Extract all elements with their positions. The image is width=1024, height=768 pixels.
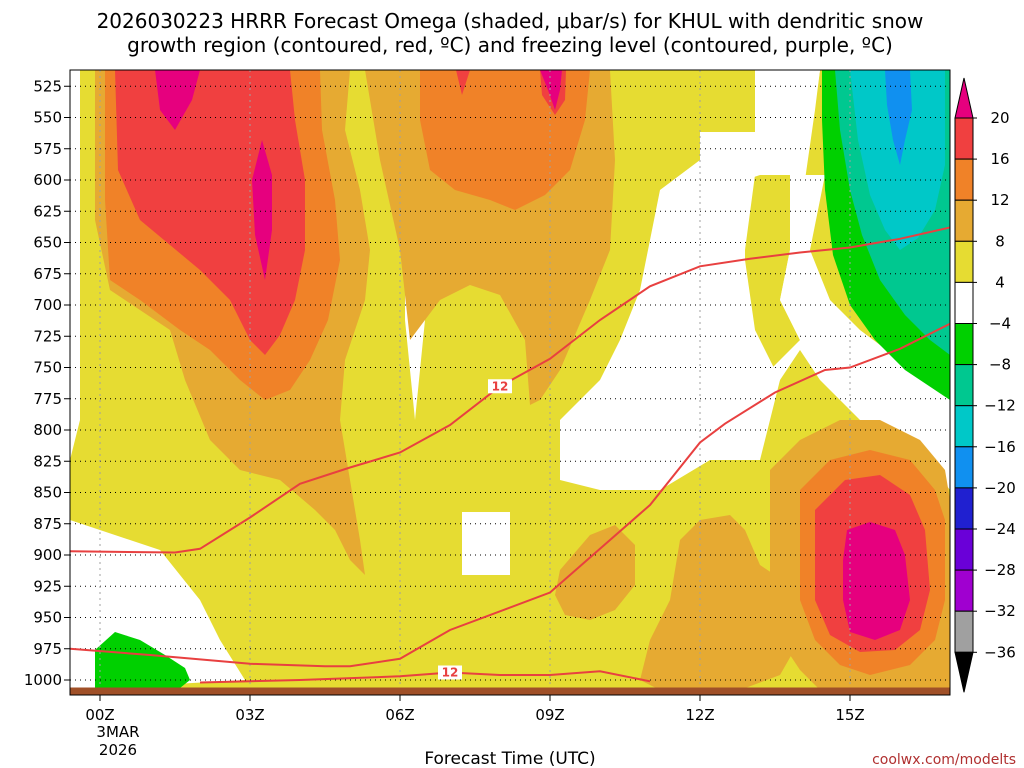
colorbar-segment: [954, 323, 974, 366]
omega-fill-4-8: [745, 175, 800, 380]
plot-area: 12 12: [70, 70, 950, 695]
colorbar-segment: [954, 446, 974, 489]
colorbar-segment: [954, 117, 974, 160]
credit-text: coolwx.com/modelts: [872, 752, 1016, 768]
omega-fill-above-20: [252, 140, 272, 280]
colorbar: 20 16 12 8 4 −4 −8 −12 −16 −20 −24 −28 −32 −36: [954, 77, 1016, 693]
omega-fill-above-20: [540, 70, 562, 110]
colorbar-tick-label: −28: [984, 561, 1016, 579]
x-date-label-year: 2026: [99, 741, 137, 759]
y-tick-label: 875: [33, 515, 62, 533]
omega-fill-neutral: [462, 512, 510, 575]
y-tick-label: 800: [33, 421, 62, 439]
contour-label: 12: [492, 379, 509, 393]
colorbar-tick-label: −12: [984, 397, 1016, 415]
contour-label-bg: [488, 379, 512, 394]
colorbar-segment: [954, 281, 974, 324]
y-tick-label: 675: [33, 265, 62, 283]
y-tick-label: 975: [33, 640, 62, 658]
contour-line-2: [199, 670, 651, 684]
y-tick-label: 850: [33, 484, 62, 502]
colorbar-segment: [954, 487, 974, 530]
y-tick-label: 925: [33, 577, 62, 595]
colorbar-tick-label: −16: [984, 438, 1016, 456]
y-tick-label: 650: [33, 234, 62, 252]
omega-fill-neg-20-16: [885, 70, 912, 165]
omega-fill-16-20: [115, 70, 305, 355]
x-tick-label: 15Z: [835, 706, 864, 724]
colorbar-tick-label: −4: [989, 315, 1011, 333]
omega-fill-above-20: [843, 522, 910, 640]
omega-fill-neutral: [70, 70, 80, 440]
x-tick-label: 03Z: [235, 706, 264, 724]
x-tick-label: 06Z: [385, 706, 414, 724]
y-tick-label: 1000: [24, 671, 62, 689]
y-tick-label: 700: [33, 296, 62, 314]
grid-lines: [70, 70, 950, 695]
y-axis: 525 550 575 600 625 650 675 700 725 750 775 800 825 8…: [24, 77, 70, 689]
y-tick-label: 725: [33, 327, 62, 345]
contour-label-bg: [438, 665, 462, 680]
chart-title-line-2: growth region (contoured, red, ºC) and f…: [127, 33, 893, 57]
omega-fill-8-12: [555, 525, 635, 620]
colorbar-segment: [954, 569, 974, 612]
colorbar-segment: [954, 158, 974, 201]
omega-fill-neutral: [610, 150, 780, 470]
omega-shading: [70, 70, 950, 690]
contour-line-0: [70, 226, 950, 554]
omega-fill-neg-8-4: [95, 632, 190, 690]
x-axis-label: Forecast Time (UTC): [424, 749, 595, 768]
colorbar-tick-label: −20: [984, 479, 1016, 497]
colorbar-segment: [954, 610, 974, 653]
x-tick-label: 00Z: [85, 706, 114, 724]
x-date-label-day: 3MAR: [96, 723, 139, 741]
x-tick-label: 12Z: [685, 706, 714, 724]
y-tick-label: 575: [33, 140, 62, 158]
colorbar-segment: [954, 364, 974, 407]
y-tick-label: 550: [33, 109, 62, 127]
colorbar-tick-label: 20: [990, 109, 1009, 127]
ground-surface: [70, 687, 950, 695]
colorbar-segment: [954, 405, 974, 448]
y-tick-label: 825: [33, 452, 62, 470]
x-axis: 00Z 03Z 06Z 09Z 12Z 15Z: [85, 695, 865, 724]
colorbar-tick-label: 12: [990, 191, 1009, 209]
contour-lines: 12 12: [70, 226, 950, 684]
omega-fill-neutral: [780, 175, 825, 340]
x-tick-label: 09Z: [535, 706, 564, 724]
colorbar-tick-label: −32: [984, 602, 1016, 620]
y-tick-label: 775: [33, 390, 62, 408]
colorbar-extend-bottom: [954, 651, 974, 693]
colorbar-segment: [954, 199, 974, 242]
y-tick-label: 900: [33, 546, 62, 564]
colorbar-tick-label: 8: [995, 232, 1005, 250]
omega-fill-8-12: [640, 515, 800, 690]
ground-band: [70, 687, 950, 695]
omega-fill-12-16: [420, 70, 590, 210]
colorbar-tick-label: −36: [984, 643, 1016, 661]
contour-line-1: [70, 322, 950, 668]
omega-fill-16-20: [456, 70, 470, 95]
colorbar-segment: [954, 240, 974, 283]
colorbar-segment: [954, 528, 974, 571]
colorbar-tick-label: 4: [995, 273, 1005, 291]
omega-fill-above-20: [155, 70, 200, 130]
colorbar-tick-label: −24: [984, 520, 1016, 538]
y-tick-label: 600: [33, 171, 62, 189]
contour-label: 12: [442, 666, 459, 680]
y-tick-label: 950: [33, 609, 62, 627]
y-tick-label: 525: [33, 77, 62, 95]
omega-fill-neg-16-12: [850, 70, 945, 250]
colorbar-tick-label: −8: [989, 356, 1011, 374]
y-tick-label: 750: [33, 359, 62, 377]
colorbar-tick-label: 16: [990, 150, 1009, 168]
chart-title-line-1: 2026030223 HRRR Forecast Omega (shaded, …: [97, 9, 924, 33]
y-tick-label: 625: [33, 202, 62, 220]
plot-frame: [69, 69, 951, 696]
omega-fill-neutral: [755, 70, 820, 140]
